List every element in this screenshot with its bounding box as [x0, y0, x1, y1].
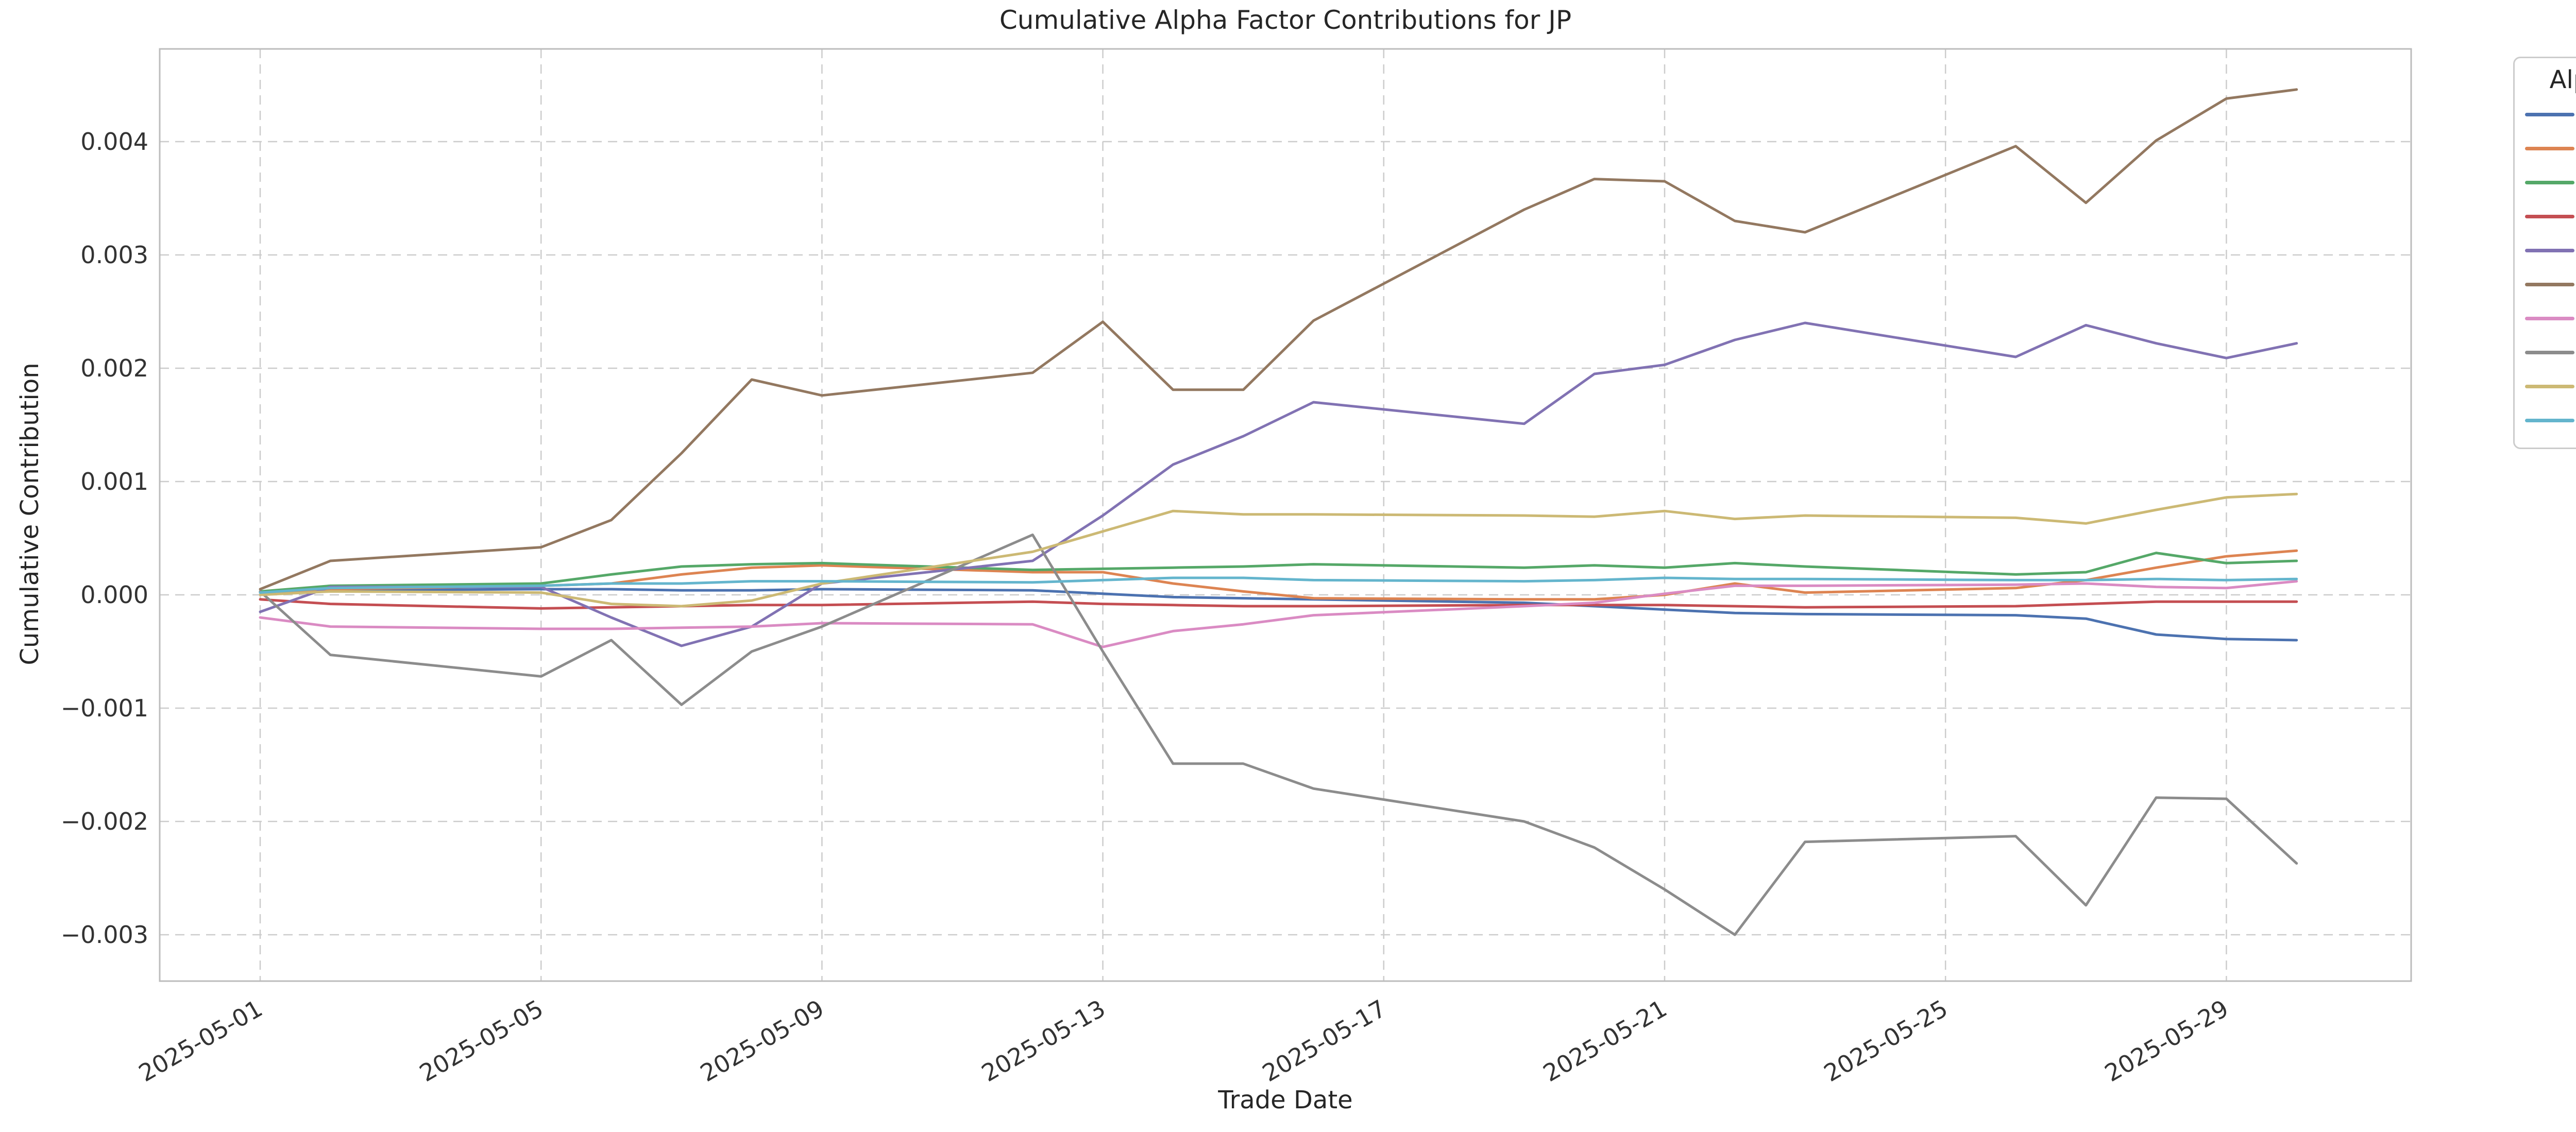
legend-swatch-icon — [2525, 282, 2574, 286]
legend-swatch-icon — [2525, 316, 2574, 320]
y-tick-label: −0.002 — [60, 808, 148, 835]
legend-item-linkage: linkage — [2525, 131, 2576, 165]
legend-swatch-icon — [2525, 112, 2574, 116]
series-line-linkage — [259, 549, 2298, 601]
legend-swatch-icon — [2525, 418, 2574, 422]
y-tick-label: −0.003 — [60, 921, 148, 949]
y-tick-label: −0.001 — [60, 694, 148, 722]
y-tick-label: 0.001 — [80, 468, 148, 495]
legend-item-neglect: neglect — [2525, 199, 2576, 233]
legend-swatch-icon — [2525, 180, 2574, 184]
legend-item-list: fmomlinkagemomentumneglectqualityreversa… — [2525, 97, 2576, 437]
legend-swatch-icon — [2525, 146, 2574, 150]
legend-item-reversal: reversal — [2525, 267, 2576, 301]
legend-swatch-icon — [2525, 214, 2574, 218]
series-line-reversal — [259, 88, 2298, 591]
legend-swatch-icon — [2525, 384, 2574, 388]
series-line-stability — [259, 533, 2298, 936]
series-line-value_gc — [259, 492, 2298, 608]
y-tick-label: 0.004 — [80, 128, 148, 156]
y-tick-label: 0.000 — [80, 581, 148, 609]
x-axis-label: Trade Date — [1218, 1086, 1353, 1114]
plot-border — [159, 48, 2412, 982]
y-tick-label: 0.002 — [80, 354, 148, 382]
legend-item-value_liq: value_liq — [2525, 403, 2576, 437]
legend-swatch-icon — [2525, 350, 2574, 354]
legend-title: Alpha Factor — [2549, 65, 2576, 94]
legend-item-momentum: momentum — [2525, 165, 2576, 199]
legend: Alpha Factor fmomlinkagemomentumneglectq… — [2513, 57, 2576, 449]
series-line-quality — [259, 321, 2298, 647]
legend-item-stability: stability — [2525, 335, 2576, 369]
legend-item-quality: quality — [2525, 233, 2576, 267]
legend-item-revision: revision — [2525, 301, 2576, 335]
legend-swatch-icon — [2525, 248, 2574, 252]
series-line-value_liq — [259, 576, 2298, 594]
series-line-momentum — [259, 552, 2298, 593]
series-line-neglect — [259, 598, 2298, 610]
series-line-revision — [259, 580, 2298, 648]
legend-item-value_gc: value_gc — [2525, 369, 2576, 403]
chart-title: Cumulative Alpha Factor Contributions fo… — [999, 5, 1572, 35]
legend-item-fmom: fmom — [2525, 97, 2576, 131]
y-tick-label: 0.003 — [80, 241, 148, 269]
series-line-fmom — [259, 588, 2298, 642]
